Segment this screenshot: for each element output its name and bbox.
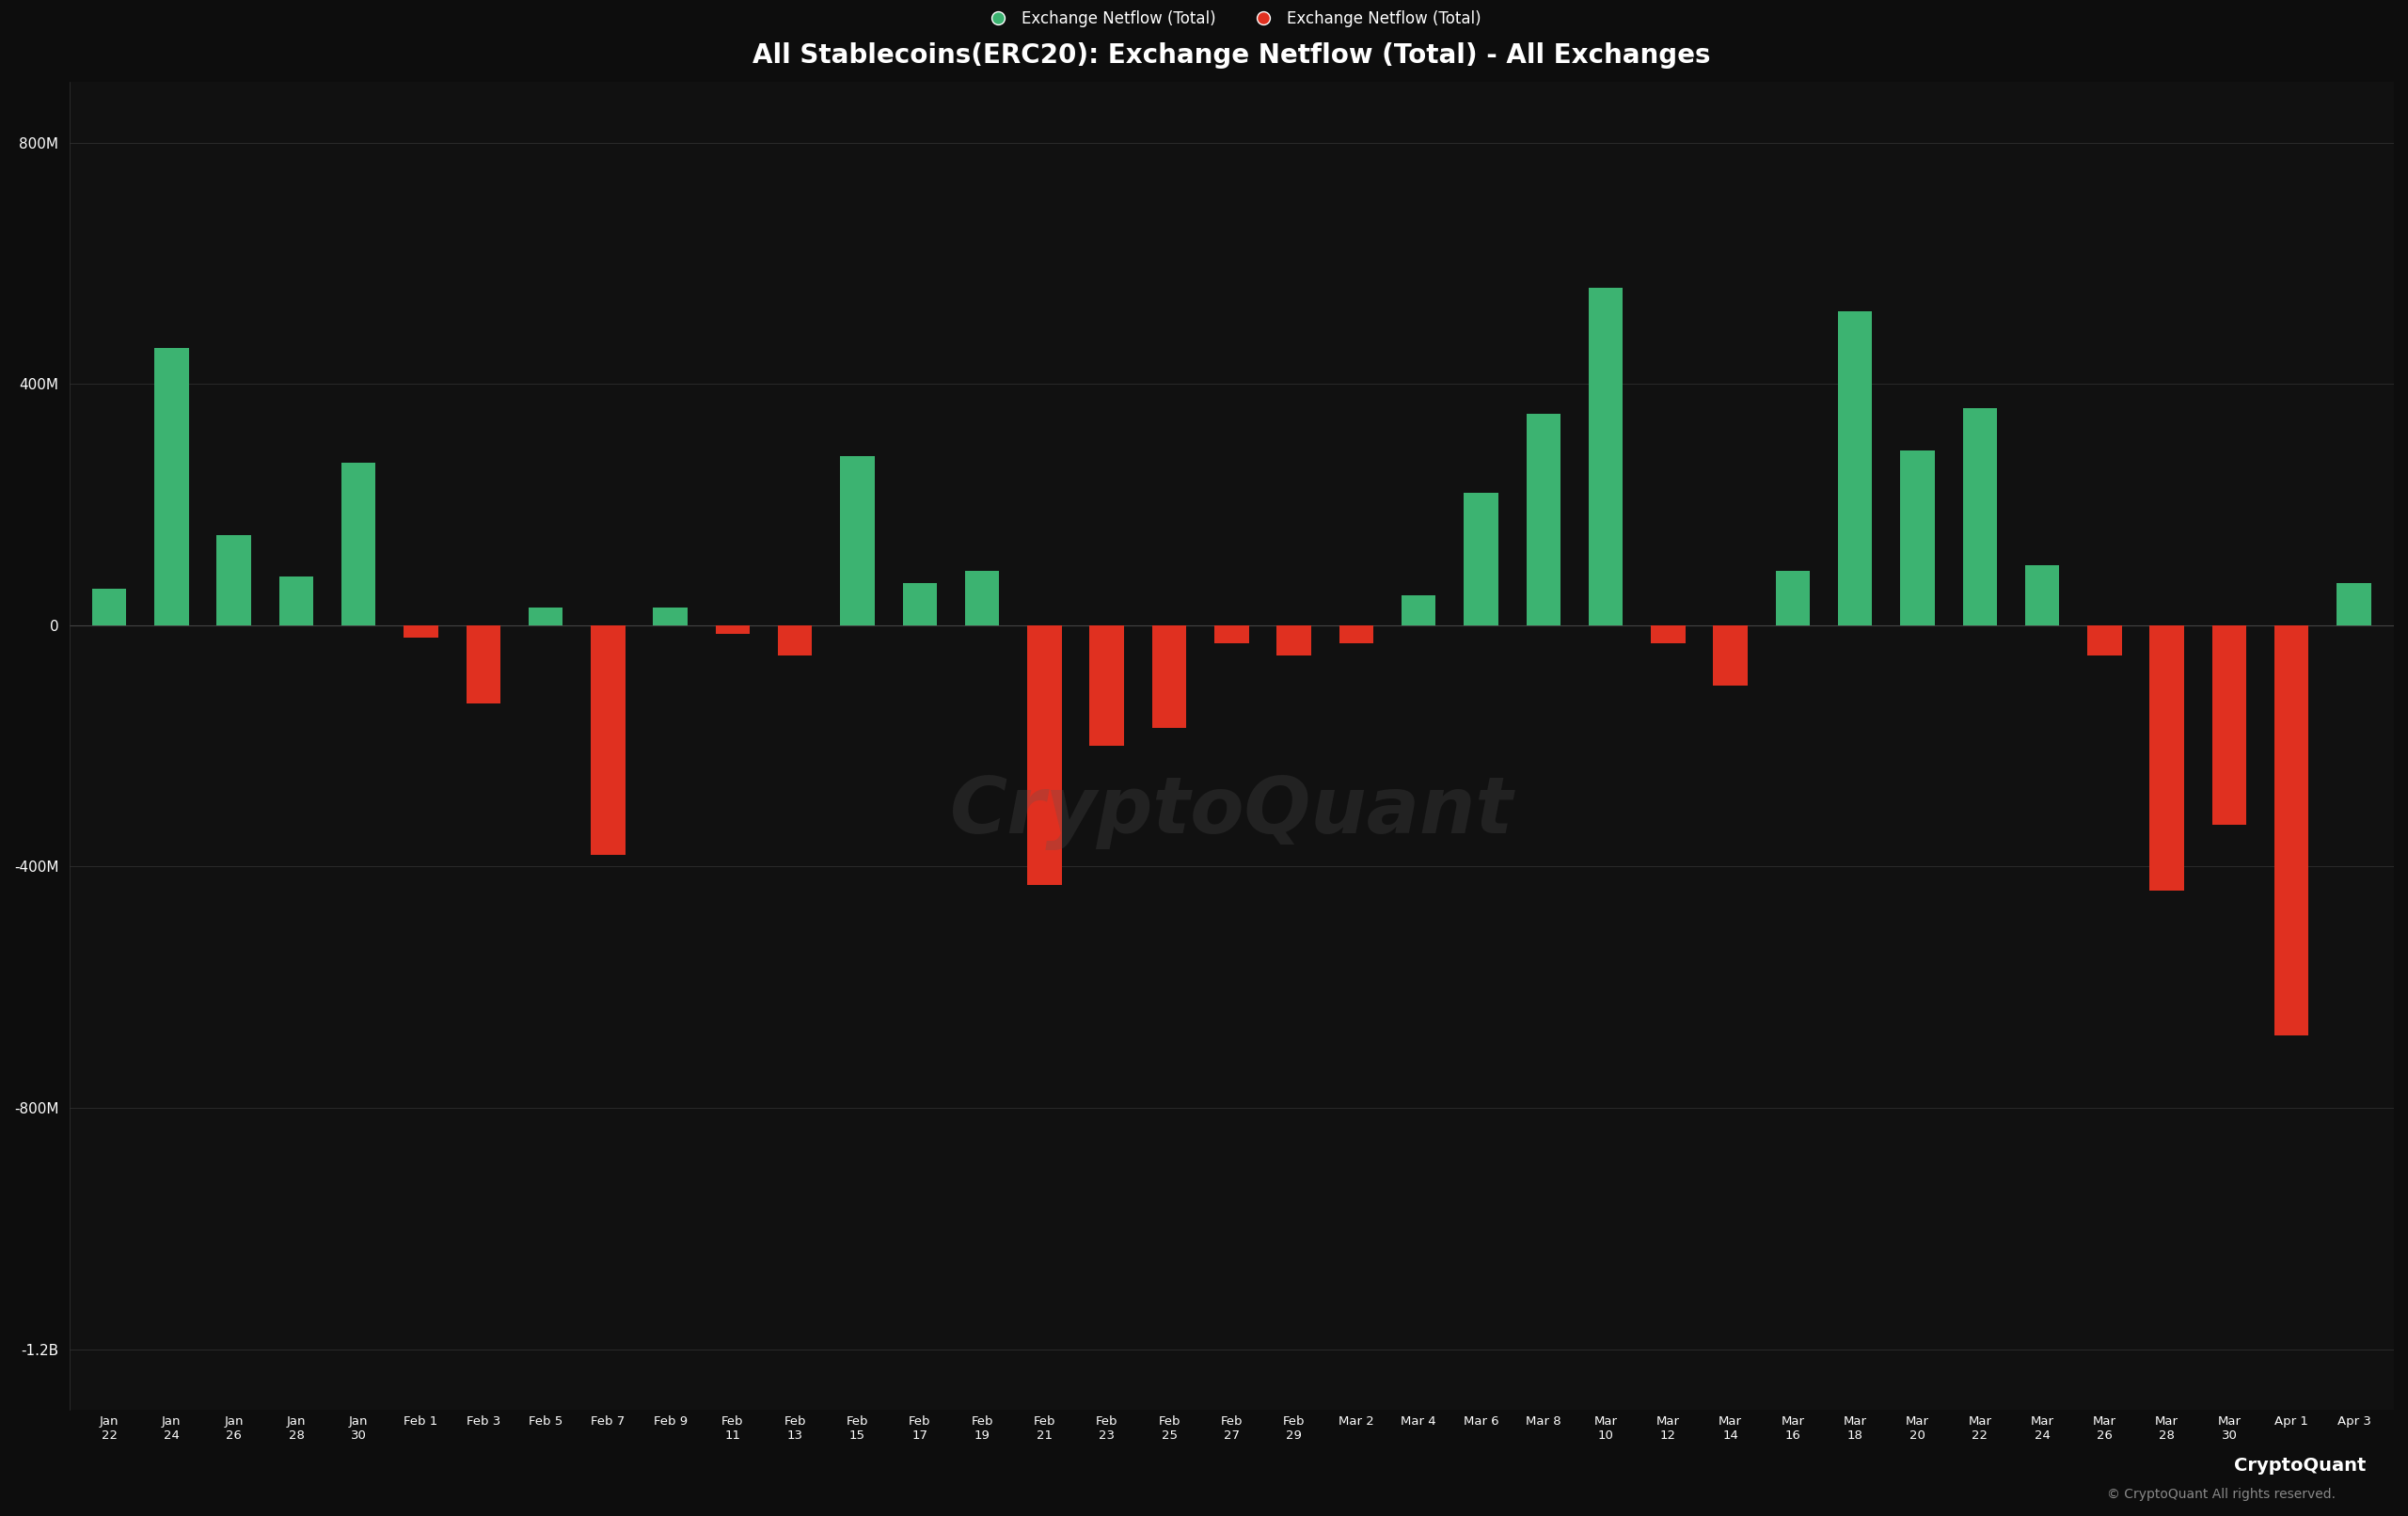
Bar (1464, 493, 1498, 625)
Bar (1712, 625, 1748, 685)
Bar (467, 625, 501, 703)
Bar (1276, 625, 1310, 655)
Bar (715, 625, 749, 634)
Bar (590, 625, 626, 855)
Bar (92, 590, 125, 625)
Text: CryptoQuant: CryptoQuant (949, 775, 1512, 850)
Bar (2088, 625, 2121, 655)
Bar (1837, 311, 1873, 625)
Bar (2025, 565, 2059, 625)
Bar (279, 578, 313, 625)
Bar (966, 572, 999, 625)
Text: CryptoQuant: CryptoQuant (2235, 1457, 2365, 1474)
Bar (1214, 625, 1250, 643)
Bar (1091, 625, 1125, 746)
Bar (840, 456, 874, 625)
Bar (1652, 625, 1686, 643)
Bar (1028, 625, 1062, 885)
Title: All Stablecoins(ERC20): Exchange Netflow (Total) - All Exchanges: All Stablecoins(ERC20): Exchange Netflow… (754, 42, 1710, 68)
Bar (2150, 625, 2184, 891)
Bar (653, 606, 689, 625)
Bar (1151, 625, 1187, 728)
Bar (1963, 408, 1996, 625)
Text: © CryptoQuant All rights reserved.: © CryptoQuant All rights reserved. (2107, 1487, 2336, 1501)
Bar (1339, 625, 1373, 643)
Bar (2336, 584, 2372, 625)
Bar (405, 625, 438, 637)
Bar (778, 625, 811, 655)
Bar (1775, 572, 1811, 625)
Bar (903, 584, 937, 625)
Bar (1401, 596, 1435, 625)
Bar (1527, 414, 1560, 625)
Bar (217, 535, 250, 625)
Bar (2213, 625, 2247, 825)
Bar (1900, 450, 1934, 625)
Bar (1589, 288, 1623, 625)
Legend: Exchange Netflow (Total), Exchange Netflow (Total): Exchange Netflow (Total), Exchange Netfl… (975, 3, 1488, 33)
Bar (342, 462, 376, 625)
Bar (527, 606, 563, 625)
Bar (154, 347, 188, 625)
Bar (2276, 625, 2309, 1035)
